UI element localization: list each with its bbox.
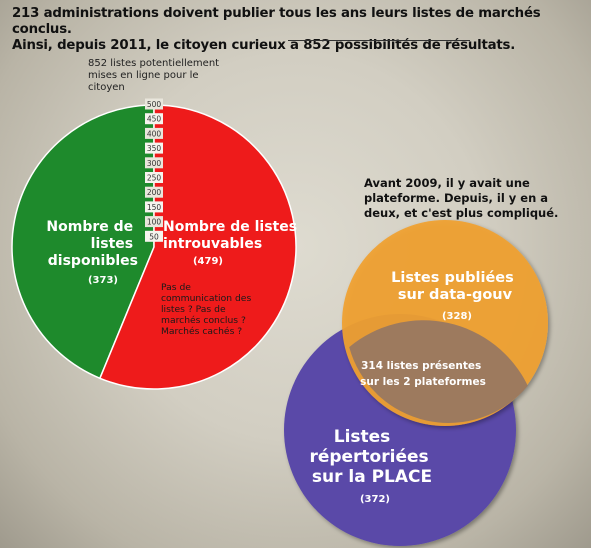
pie-annotation-line-2: mises en ligne pour le: [88, 70, 199, 81]
scale-tick-box: [145, 113, 163, 125]
scale-tick-box: [145, 186, 163, 198]
pie-slice-available: [11, 104, 155, 380]
slice-available-value: (373): [88, 275, 118, 286]
slice-unfindable-value: (479): [193, 256, 223, 267]
scale-tick-box: [145, 230, 163, 242]
slice-unfindable-label: Nombre de listes introuvables: [163, 219, 302, 252]
pie-slice-unfindable: [98, 104, 297, 390]
scale-tick-box: [145, 157, 163, 169]
scale-tick-label: 500: [147, 100, 162, 109]
scale-tick-label: 450: [147, 115, 162, 124]
title-line-1: 213 administrations doivent publier tous…: [12, 6, 541, 37]
venn-data-gouv-value: (328): [442, 311, 472, 322]
scale-tick-label: 50: [149, 232, 159, 241]
scale-tick-label: 350: [147, 144, 162, 153]
scale-tick-label: 100: [147, 218, 162, 227]
scale-tick-box: [145, 127, 163, 139]
venn-intersection-label: 314 listes présentes sur les 2 plateform…: [360, 360, 486, 388]
venn-data-gouv-label: Listes publiées sur data-gouv: [391, 270, 519, 303]
page-title: 213 administrations doivent publier tous…: [12, 6, 587, 54]
scale-tick-label: 300: [147, 159, 162, 168]
slice-unfindable-note: Pas de communication des listes ? Pas de…: [161, 282, 254, 337]
scale-tick-box: [145, 98, 163, 110]
scale-tick-box: [145, 201, 163, 213]
venn-annotation: Avant 2009, il y avait une plateforme. D…: [364, 176, 564, 221]
title-underline: [288, 40, 470, 41]
venn-annotation-line-1: Avant 2009, il y avait une: [364, 176, 530, 190]
scale-tick-label: 150: [147, 203, 162, 212]
venn-annotation-line-3: deux, et c'est plus compliqué.: [364, 206, 559, 220]
pie-annotation-line-3: citoyen: [88, 82, 125, 93]
slice-available-label: Nombre de listes disponibles: [46, 219, 138, 269]
venn-place-label: Listes répertoriées sur la PLACE: [309, 427, 434, 487]
scale-tick-label: 400: [147, 129, 162, 138]
pie-annotation: 852 listes potentiellement mises en lign…: [88, 58, 248, 94]
pie-annotation-line-1: 852 listes potentiellement: [88, 58, 220, 69]
scale-tick-label: 200: [147, 188, 162, 197]
venn-place-value: (372): [360, 494, 390, 505]
scale-tick-box: [145, 172, 163, 183]
pie-chart: 500 450 400 350 300 250 200 150 100 50 Nombre de …: [11, 98, 302, 390]
venn-diagram: Listes publiées sur data-gouv (328) 314 …: [284, 220, 548, 546]
scale-tick-box: [145, 142, 163, 154]
pie-scale-bar: 500 450 400 350 300 250 200 150 100 50: [145, 98, 163, 242]
title-line-2: Ainsi, depuis 2011, le citoyen curieux a…: [12, 38, 516, 53]
venn-annotation-line-2: plateforme. Depuis, il y en a: [364, 191, 549, 205]
venn-intersection: [349, 320, 528, 423]
scale-tick-box: [145, 216, 163, 228]
scale-tick-label: 250: [147, 174, 162, 183]
